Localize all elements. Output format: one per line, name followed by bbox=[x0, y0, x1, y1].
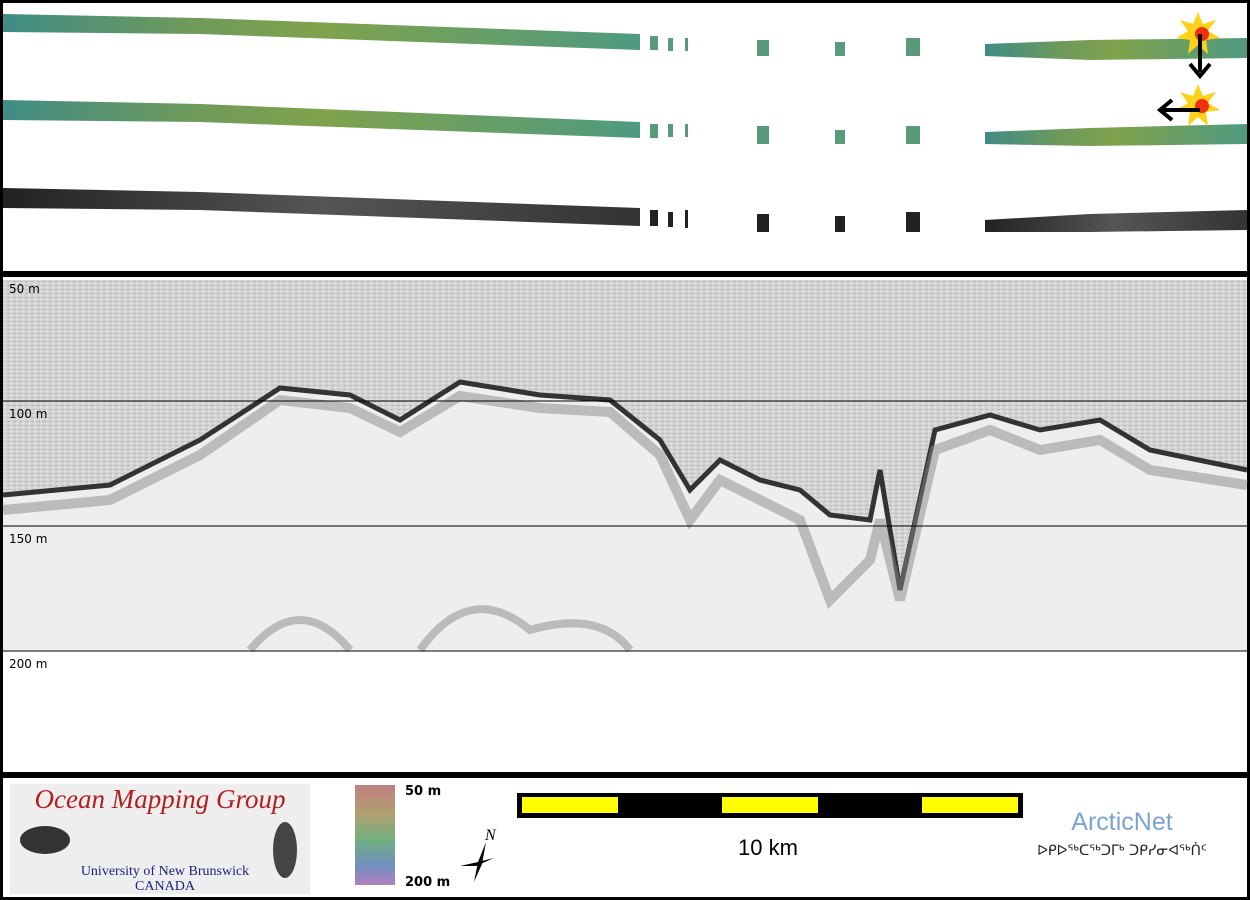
sun-markers bbox=[1156, 12, 1220, 126]
scale-bar bbox=[517, 793, 1023, 818]
logo-image bbox=[273, 822, 297, 878]
swath-strips bbox=[3, 14, 1247, 232]
depth-lines bbox=[3, 400, 1247, 652]
colorbar-label: 200 m bbox=[405, 875, 450, 890]
sub-bottom bbox=[2, 390, 1248, 610]
water-column bbox=[3, 280, 1247, 590]
partner-name: ArcticNet bbox=[1071, 808, 1172, 836]
partner-name-inuktitut: ᐅᑭᐅᖅᑕᖅᑐᒥᒃ ᑐᑭᓯᓂᐊᖅᑏᑦ bbox=[1037, 842, 1207, 859]
scale-label: 10 km bbox=[738, 835, 798, 860]
colorbar-label: 50 m bbox=[405, 784, 441, 799]
seafloor bbox=[2, 379, 1248, 591]
logo-country: CANADA bbox=[135, 879, 196, 894]
depth-label: 200 m bbox=[9, 657, 47, 671]
colorbar bbox=[355, 785, 395, 885]
multiple bbox=[246, 605, 634, 653]
depth-label: 50 m bbox=[9, 282, 40, 296]
logo-institution: University of New Brunswick bbox=[81, 864, 249, 879]
logo-title: Ocean Mapping Group bbox=[35, 784, 286, 814]
compass: N bbox=[460, 827, 497, 882]
logo-image bbox=[20, 826, 70, 854]
depth-label: 150 m bbox=[9, 532, 47, 546]
compass-label: N bbox=[484, 827, 497, 844]
depth-label: 100 m bbox=[9, 407, 47, 421]
